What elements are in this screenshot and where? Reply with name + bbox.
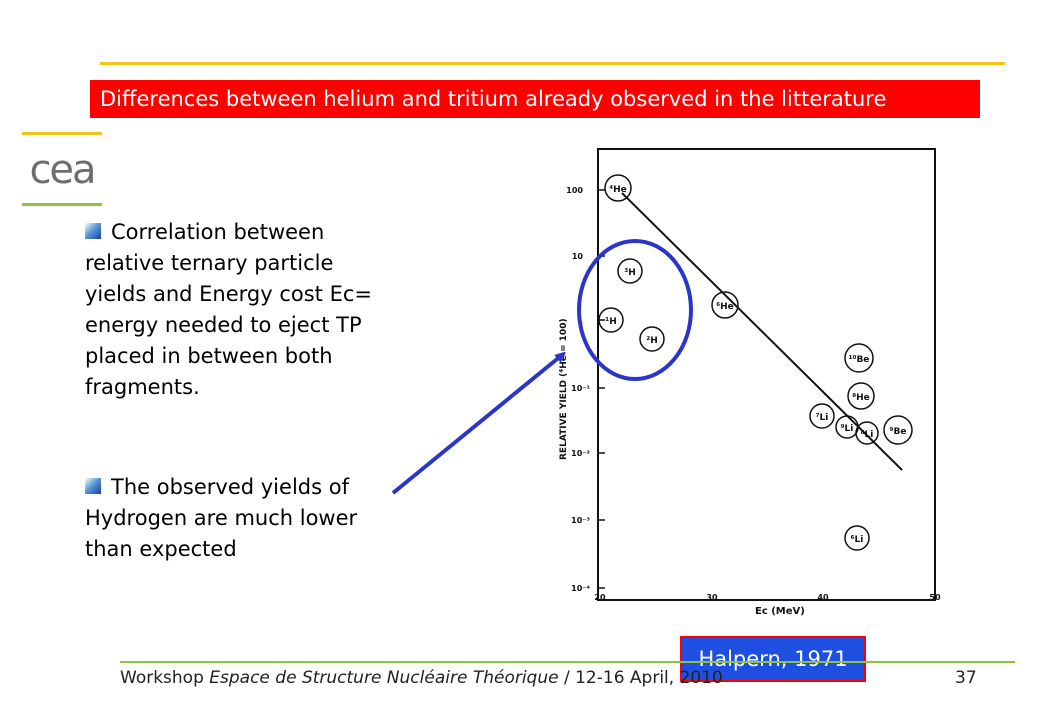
point-li9: ⁹Li [835, 415, 859, 439]
slide-title: Differences between helium and tritium a… [90, 80, 980, 118]
y-tick-label: 10⁻³ [571, 516, 590, 525]
trend-line [621, 192, 903, 471]
y-tick-label: 10⁻¹ [571, 384, 590, 393]
arrow-line [391, 355, 562, 495]
point-label: ⁴He [609, 185, 627, 195]
point-h3: ³H [617, 258, 643, 284]
bullet-correlation: Correlation between relative ternary par… [85, 217, 400, 403]
y-tick-label: 100 [566, 186, 583, 195]
bullet-text: Correlation between relative ternary par… [85, 220, 372, 399]
bullet-square-icon [85, 478, 101, 494]
cea-logo: cea [29, 147, 96, 192]
footer-divider [120, 661, 1015, 663]
point-he4: ⁴He [604, 174, 632, 202]
point-label: ⁸Li [861, 430, 874, 440]
point-label: ¹⁰Be [849, 355, 870, 365]
point-h1: ¹H [598, 307, 624, 333]
page-number: 37 [955, 668, 977, 688]
y-tick-label: 10⁻⁴ [571, 584, 590, 593]
point-label: ⁶He [716, 302, 734, 312]
y-axis-label: RELATIVE YIELD (⁴He = 100) [559, 318, 569, 460]
point-label: ³H [624, 268, 635, 278]
point-he8: ⁸He [847, 382, 875, 410]
bullet-square-icon [85, 223, 101, 239]
point-h2: ²H [639, 326, 665, 352]
point-li8: ⁸Li [855, 421, 879, 445]
point-label: ²H [646, 336, 657, 346]
logo-text: cea [29, 147, 94, 192]
top-divider [100, 62, 1005, 65]
citation-box: Halpern, 1971 [680, 636, 866, 682]
footer-workshop-name: Espace de Structure Nucléaire Théorique [209, 668, 559, 688]
yield-plot: 100 10 1 10⁻¹ 10⁻² 10⁻³ 10⁻⁴ 20 30 40 50… [559, 148, 941, 617]
point-he6: ⁶He [711, 291, 739, 319]
footer-prefix: Workshop [120, 668, 210, 688]
logo-divider-top [22, 132, 102, 135]
point-be10: ¹⁰Be [844, 343, 874, 373]
x-tick-label: 50 [929, 593, 941, 602]
point-label: ¹H [605, 317, 616, 327]
hydrogen-highlight [577, 239, 693, 381]
point-be9: ⁹Be [883, 415, 913, 445]
y-tick-label: 10 [572, 252, 584, 261]
bullet-hydrogen-yields: The observed yields of Hydrogen are much… [85, 472, 400, 565]
x-tick-label: 20 [594, 593, 606, 602]
footer-text: Workshop Espace de Structure Nucléaire T… [120, 668, 723, 688]
footer-date: / 12-16 April, 2010 [558, 668, 723, 688]
bullet-text: The observed yields of Hydrogen are much… [85, 475, 358, 561]
point-li6: ⁶Li [844, 525, 870, 551]
point-label: ⁷Li [816, 413, 829, 423]
y-axis-ticks [598, 189, 605, 589]
x-tick-label: 30 [706, 593, 718, 602]
plot-frame [597, 148, 936, 601]
point-li7: ⁷Li [809, 403, 835, 429]
point-label: ⁹Li [841, 424, 854, 434]
y-tick-label: 10⁻² [571, 449, 590, 458]
x-tick-label: 40 [817, 593, 829, 602]
logo-divider-bottom [22, 203, 102, 206]
point-label: ⁶Li [851, 535, 864, 545]
point-label: ⁸He [852, 393, 870, 403]
point-label: ⁹Be [890, 427, 907, 437]
x-axis-label: Eᴄ (MeV) [755, 606, 805, 617]
